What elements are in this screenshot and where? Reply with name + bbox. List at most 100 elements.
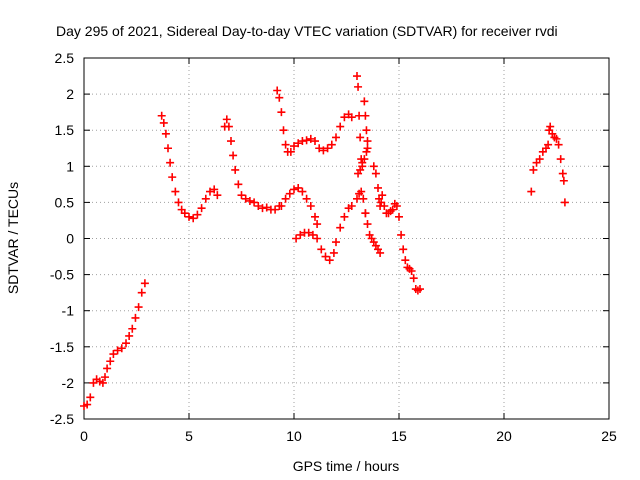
data-point — [378, 191, 387, 200]
data-point — [224, 122, 233, 131]
data-point — [363, 137, 372, 146]
x-axis-label: GPS time / hours — [293, 458, 400, 474]
data-point — [325, 256, 334, 265]
x-tick-label: 5 — [185, 428, 193, 444]
data-point — [356, 165, 365, 174]
data-point — [527, 187, 536, 196]
data-point — [559, 176, 568, 185]
data-point — [137, 288, 146, 297]
data-point — [86, 393, 95, 402]
data-point — [279, 126, 288, 135]
data-point — [529, 165, 538, 174]
data-point — [262, 203, 271, 212]
chart-title: Day 295 of 2021, Sidereal Day-to-day VTE… — [56, 23, 558, 39]
data-point — [201, 194, 210, 203]
data-point — [371, 169, 380, 178]
data-point — [106, 357, 115, 366]
data-point — [388, 205, 397, 214]
data-point — [374, 183, 382, 192]
y-tick-label: 0 — [66, 231, 74, 247]
x-tick-label: 25 — [601, 428, 617, 444]
data-point — [285, 189, 294, 198]
data-point — [197, 204, 206, 213]
data-point — [340, 212, 349, 221]
data-point — [340, 113, 349, 122]
x-tick-label: 20 — [496, 428, 512, 444]
data-point — [397, 230, 406, 239]
y-tick-label: -2.5 — [50, 411, 74, 427]
data-point — [360, 155, 369, 164]
data-point — [290, 142, 298, 151]
data-point — [302, 136, 311, 145]
data-point — [168, 173, 177, 182]
data-point — [131, 313, 140, 322]
data-point — [353, 72, 361, 81]
data-point — [157, 111, 166, 120]
data-point — [336, 122, 345, 131]
data-series — [80, 72, 569, 411]
y-tick-label: 2.5 — [55, 50, 75, 66]
data-point — [327, 140, 336, 149]
data-point — [376, 248, 385, 257]
x-tick-label: 15 — [391, 428, 407, 444]
data-point — [273, 86, 282, 95]
data-point — [281, 140, 290, 149]
data-point — [213, 191, 222, 200]
data-point — [193, 210, 202, 219]
data-point — [174, 198, 183, 207]
data-point — [336, 223, 345, 232]
data-point — [227, 137, 235, 146]
data-point — [407, 266, 416, 275]
data-point — [98, 378, 107, 387]
data-point — [298, 187, 307, 196]
data-point — [294, 139, 303, 148]
data-point — [210, 185, 219, 194]
data-point — [329, 248, 338, 257]
data-point — [315, 144, 324, 153]
data-point — [361, 111, 370, 120]
data-point — [166, 158, 175, 167]
data-point — [347, 202, 356, 211]
data-point — [363, 220, 372, 229]
data-point — [308, 230, 317, 239]
data-point — [109, 350, 118, 359]
data-point — [395, 212, 403, 221]
y-tick-label: -0.5 — [50, 267, 74, 283]
data-point — [83, 400, 92, 409]
data-point — [113, 346, 122, 355]
data-point — [245, 196, 254, 205]
data-point — [122, 339, 130, 348]
data-point — [546, 122, 555, 131]
data-point — [292, 234, 301, 243]
data-point — [271, 205, 280, 214]
data-point — [237, 191, 246, 200]
data-point — [380, 202, 389, 211]
data-point — [286, 147, 295, 156]
data-point — [323, 144, 332, 153]
data-point — [361, 209, 370, 218]
data-point — [399, 245, 408, 254]
data-point — [140, 279, 149, 288]
data-point — [554, 140, 563, 149]
data-point — [304, 228, 313, 237]
data-point — [101, 373, 109, 382]
data-point — [332, 238, 340, 247]
x-tick-label: 10 — [286, 428, 302, 444]
data-point — [290, 185, 298, 194]
data-point — [552, 134, 561, 143]
data-point — [277, 108, 286, 117]
data-point — [164, 144, 172, 153]
data-point — [103, 364, 112, 373]
data-point — [317, 245, 326, 254]
y-tick-label: 0.5 — [55, 194, 75, 210]
data-point — [313, 220, 322, 229]
data-point — [319, 146, 328, 155]
data-point — [560, 198, 569, 207]
data-point — [302, 194, 311, 203]
data-point — [185, 212, 193, 221]
data-point — [360, 97, 369, 106]
y-tick-label: -1 — [62, 303, 75, 319]
data-point — [401, 256, 410, 265]
data-point — [556, 155, 565, 164]
data-point — [306, 134, 315, 143]
